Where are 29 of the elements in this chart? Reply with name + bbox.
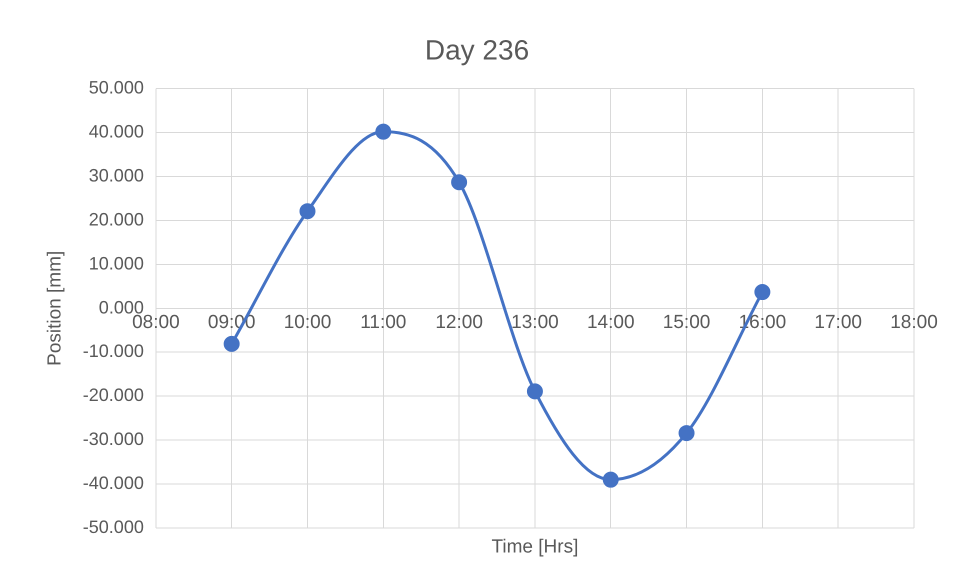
y-tick-label: -20.000	[82, 385, 144, 406]
y-tick-label: 20.000	[88, 209, 144, 230]
point	[602, 472, 619, 488]
y-tick-label: 10.000	[88, 253, 144, 274]
x-axis-title: Time [Hrs]	[491, 536, 578, 558]
x-tick-label: 15:00	[662, 312, 710, 333]
y-tick-label: -10.000	[82, 341, 144, 362]
point	[451, 174, 468, 190]
y-tick-label: 50.000	[88, 78, 144, 98]
y-tick-label: 30.000	[88, 165, 144, 186]
chart-title: Day 236	[424, 34, 530, 66]
x-tick-label: 17:00	[814, 312, 862, 333]
point	[526, 383, 543, 400]
x-tick-label: 14:00	[586, 312, 635, 333]
y-tick-label: -40.000	[82, 473, 144, 494]
y-tick-label: -30.000	[82, 429, 144, 450]
point	[375, 124, 392, 140]
x-tick-label: 13:00	[511, 312, 559, 333]
point	[224, 336, 240, 352]
x-tick-label: 10:00	[284, 312, 332, 333]
point	[678, 425, 695, 442]
y-tick-label: 40.000	[88, 122, 144, 142]
x-tick-label: 11:00	[360, 312, 406, 333]
point	[754, 284, 770, 300]
x-tick-label: 18:00	[890, 312, 938, 333]
x-tick-label: 12:00	[435, 312, 483, 333]
y-tick-label: -50.000	[82, 516, 144, 537]
y-axis-title: Position [mm]	[44, 250, 66, 366]
point	[299, 203, 316, 220]
